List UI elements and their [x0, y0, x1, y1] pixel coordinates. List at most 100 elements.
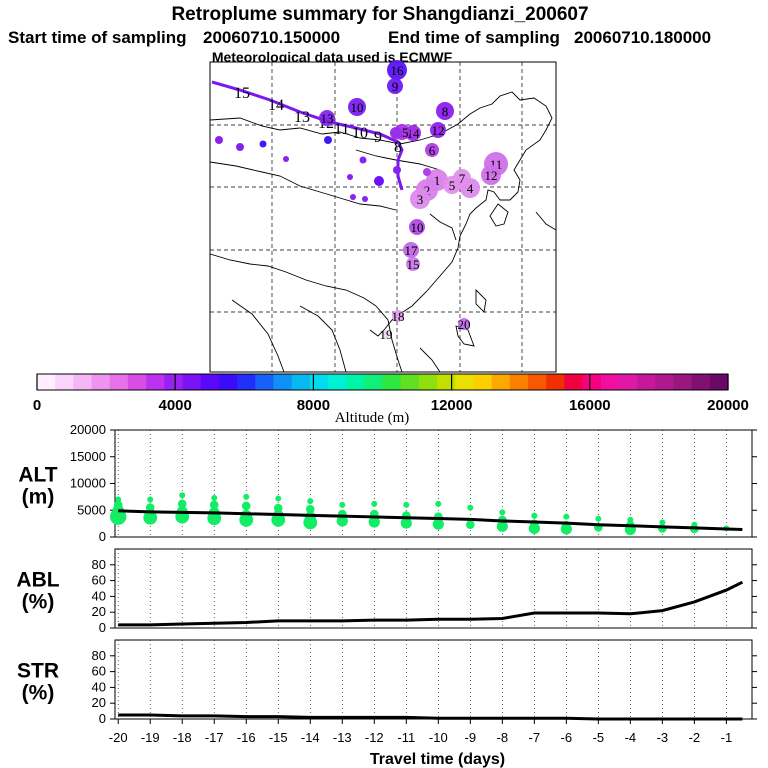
trajectory-line: [211, 80, 404, 191]
colorbar-cell: [418, 374, 438, 390]
colorbar-cell: [709, 374, 729, 390]
colorbar-cell: [691, 374, 711, 390]
y-tick-label: 40: [92, 679, 106, 694]
alt-point: [496, 520, 508, 532]
plume-cluster-dot: [406, 257, 420, 271]
panel-label: ABL: [16, 569, 59, 592]
panel-unit: (%): [22, 682, 55, 705]
plume-cluster: 7: [453, 169, 471, 187]
figure-title: Retroplume summary for Shangdianzi_20060…: [171, 4, 588, 25]
colorbar-cell: [309, 374, 329, 390]
plume-cluster-label: 10: [351, 100, 364, 115]
colorbar-cell: [91, 374, 111, 390]
alt-point: [307, 498, 314, 505]
colorbar-cell: [437, 374, 456, 390]
colorbar-cell: [364, 374, 384, 390]
plume-cluster-dot: [348, 98, 366, 116]
colorbar-tick-label: 4000: [159, 397, 192, 414]
plume-cluster-label: 12: [432, 123, 445, 138]
plume-cluster: 10: [348, 98, 366, 116]
alt-point: [432, 518, 444, 530]
traj-label-8: 8: [394, 139, 402, 156]
colorbar-cell: [382, 374, 402, 390]
plume-cluster-dot: [382, 330, 390, 338]
plume-cluster: 19: [380, 327, 393, 342]
plume-cluster: 17: [403, 242, 419, 258]
alt-point: [560, 523, 572, 535]
alt-point: [243, 493, 250, 500]
colorbar-cell: [73, 374, 93, 390]
colorbar-label: Altitude (m): [335, 410, 410, 426]
plume-cluster: 10: [409, 219, 425, 235]
x-tick-label: -17: [205, 730, 224, 745]
plume-cluster-dot: [430, 122, 446, 138]
colorbar-tick-label: 16000: [569, 397, 611, 414]
x-tick-label: -15: [269, 730, 288, 745]
colorbar-tick-label: 12000: [431, 397, 473, 414]
plume-cluster-dot: [403, 242, 419, 258]
alt-point: [659, 519, 666, 526]
colorbar-cells: [37, 374, 729, 390]
colorbar-ticks: 0 4000 8000 12000 16000 20000: [33, 374, 749, 414]
plume-cluster-label: 2: [424, 183, 431, 198]
y-tick-label: 60: [92, 573, 106, 588]
colorbar-cell: [564, 374, 584, 390]
plume-cluster-label: 8: [442, 104, 449, 119]
plume-cluster-label: 12: [485, 168, 498, 183]
plume-cluster-label: 4: [467, 181, 474, 196]
plume-cluster: 20: [458, 317, 471, 332]
plume-cluster-label: 5: [449, 178, 456, 193]
plume-cluster-label: 9: [392, 79, 399, 94]
alt-point: [336, 515, 348, 527]
traj-label-9: 9: [374, 129, 382, 146]
map-frame: [209, 61, 557, 373]
alt-point: [563, 513, 570, 520]
traj-label-11: 11: [334, 121, 349, 138]
plume-cluster-label: 19: [380, 327, 393, 342]
alt-point: [531, 512, 538, 519]
plume-cluster: 9: [387, 78, 403, 94]
x-tick-label: -18: [173, 730, 192, 745]
x-tick-label: -10: [429, 730, 448, 745]
plume-cluster-label: 3: [417, 192, 424, 207]
alt-point: [207, 511, 222, 526]
plume-cluster: 12: [430, 122, 446, 138]
panel-unit: (%): [22, 591, 55, 614]
plume-cluster: 16: [387, 60, 407, 80]
alt-point: [499, 509, 506, 516]
alt-point: [271, 512, 286, 527]
alt-point: [435, 500, 442, 507]
str-line: [118, 713, 743, 721]
alt-point: [368, 516, 380, 528]
alt-point: [143, 510, 158, 525]
x-tick-label: -9: [465, 730, 477, 745]
map-gridlines: [210, 62, 556, 372]
plume-cluster-dot: [387, 78, 403, 94]
colorbar-cell: [527, 374, 547, 390]
panel-label: STR: [17, 660, 59, 683]
colorbar-cell: [37, 374, 56, 390]
plume-cluster-dot: [410, 189, 430, 209]
end-time-label: End time of sampling: [388, 28, 560, 47]
colorbar-cell: [55, 374, 74, 390]
alt-point: [339, 501, 346, 508]
x-tick-label: -16: [237, 730, 256, 745]
x-tick-label: -7: [529, 730, 541, 745]
colorbar-cell: [255, 374, 274, 390]
start-time-label: Start time of sampling: [8, 28, 187, 47]
alt-point: [528, 522, 540, 535]
alt-point: [110, 508, 127, 525]
plume-cluster-dot: [387, 60, 407, 80]
colorbar-cell: [600, 374, 620, 390]
plume-cluster-dot: [458, 318, 470, 330]
x-tick-label: -11: [397, 730, 415, 745]
y-tick-label: 20000: [70, 422, 106, 437]
plume-cluster-dot: [392, 310, 404, 322]
colorbar-cell: [127, 374, 147, 390]
colorbar-cell: [200, 374, 220, 390]
colorbar-cell: [273, 374, 293, 390]
colorbar-cell: [655, 374, 675, 390]
colorbar-cell: [582, 374, 602, 390]
map-coastlines: [209, 91, 557, 373]
